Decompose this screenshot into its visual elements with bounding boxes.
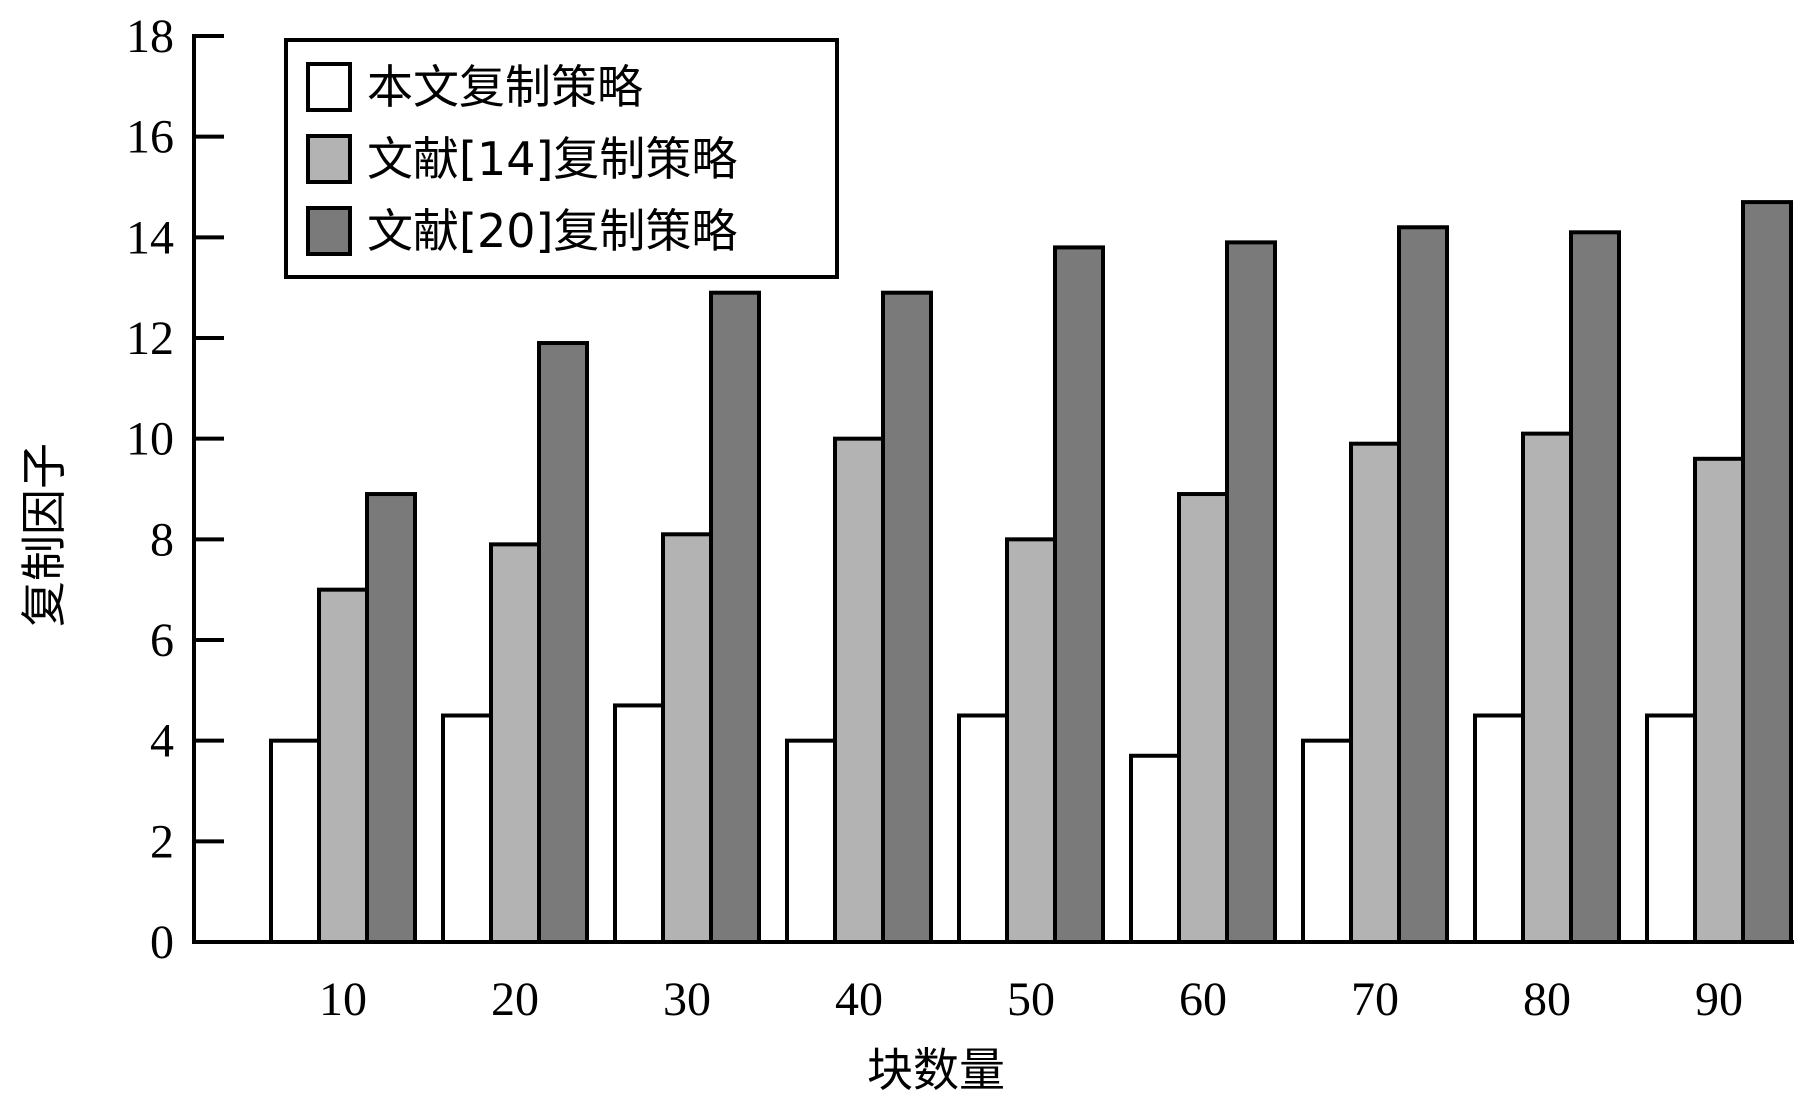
y-tick-label: 18 — [126, 10, 174, 63]
bar-3-80 — [1569, 230, 1621, 945]
y-tick-label: 4 — [150, 715, 174, 768]
x-ticks-group: 10 20 30 40 50 60 70 80 90 — [319, 973, 1743, 1026]
bar-2-30 — [661, 532, 713, 944]
y-ticks-group: 0 2 4 6 8 10 12 14 16 18 — [126, 10, 224, 969]
bar-3-30 — [709, 290, 761, 944]
bar-2-70 — [1349, 441, 1401, 944]
axes-group — [192, 34, 1794, 944]
bar-1-30 — [613, 703, 665, 945]
bar-1-10 — [269, 738, 321, 945]
y-tick-label: 8 — [150, 513, 174, 566]
bar-3-40 — [881, 290, 933, 944]
legend-label-3: 文献[20]复制策略 — [367, 204, 737, 258]
legend-swatch-3 — [306, 206, 352, 256]
bar-1-40 — [785, 738, 837, 945]
y-tick-label: 10 — [126, 413, 174, 466]
bar-3-70 — [1397, 225, 1449, 944]
bar-2-10 — [317, 587, 369, 945]
bars-group — [269, 200, 1793, 945]
x-tick-label: 70 — [1351, 973, 1399, 1026]
bar-3-10 — [365, 492, 417, 944]
x-tick-label: 40 — [835, 973, 883, 1026]
bar-2-60 — [1177, 492, 1229, 944]
bar-2-90 — [1693, 456, 1745, 944]
bar-3-50 — [1053, 245, 1105, 944]
legend-label-2: 文献[14]复制策略 — [367, 132, 737, 186]
bar-1-60 — [1129, 753, 1181, 944]
y-tick-label: 14 — [126, 211, 174, 264]
x-tick-label: 50 — [1007, 973, 1055, 1026]
x-tick-label: 10 — [319, 973, 367, 1026]
bar-2-50 — [1005, 537, 1057, 944]
x-tick-label: 80 — [1523, 973, 1571, 1026]
y-tick-label: 2 — [150, 815, 174, 868]
bar-2-40 — [833, 436, 885, 944]
y-axis-title: 复制因子 — [17, 443, 71, 627]
bar-2-20 — [489, 542, 541, 944]
y-tick-label: 12 — [126, 312, 174, 365]
y-tick-label: 16 — [126, 111, 174, 164]
bar-3-60 — [1225, 240, 1277, 945]
x-axis-title: 块数量 — [867, 1043, 1005, 1097]
legend-swatch-2 — [306, 134, 352, 184]
bar-3-90 — [1741, 200, 1793, 945]
bar-1-20 — [441, 713, 493, 944]
bar-1-90 — [1645, 713, 1697, 944]
y-tick-label: 6 — [150, 614, 174, 667]
legend-label-1: 本文复制策略 — [367, 60, 643, 114]
y-tick-label: 0 — [150, 916, 174, 969]
x-tick-label: 30 — [663, 973, 711, 1026]
x-tick-label: 60 — [1179, 973, 1227, 1026]
x-tick-label: 20 — [491, 973, 539, 1026]
bar-1-70 — [1301, 738, 1353, 945]
bar-1-80 — [1473, 713, 1525, 944]
legend-box — [284, 38, 839, 279]
x-tick-label: 90 — [1695, 973, 1743, 1026]
bar-3-20 — [537, 341, 589, 944]
bar-2-80 — [1521, 431, 1573, 944]
bar-1-50 — [957, 713, 1009, 944]
legend-swatch-1 — [306, 62, 352, 112]
